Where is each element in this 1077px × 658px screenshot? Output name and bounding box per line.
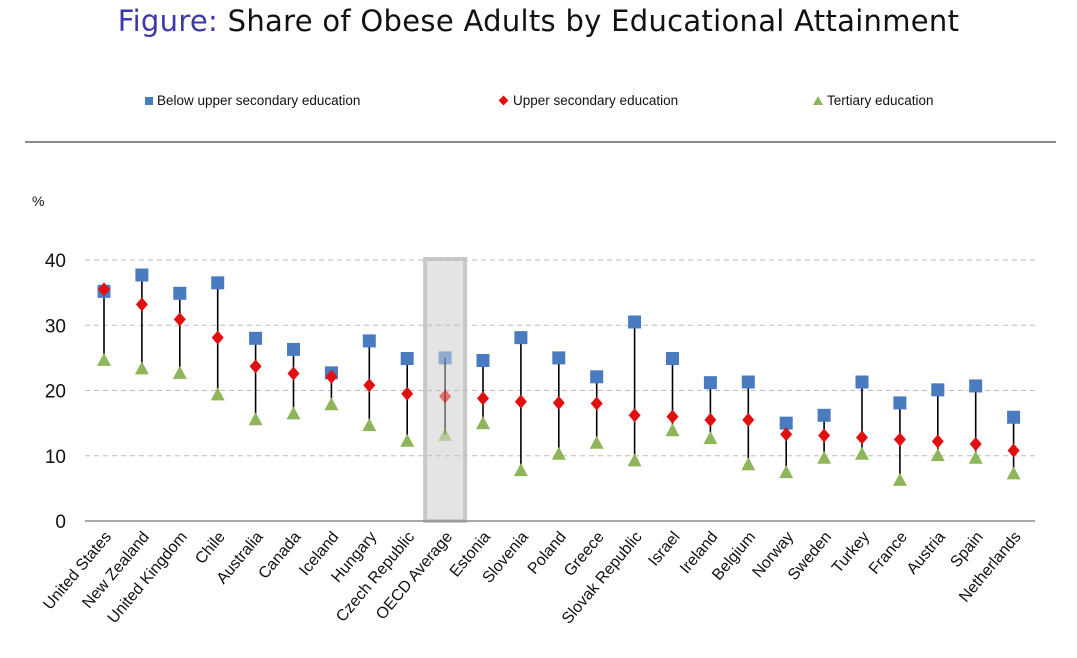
- tertiary-marker: [817, 450, 832, 464]
- x-category-label: France: [866, 529, 911, 578]
- y-tick-label: 0: [55, 512, 66, 533]
- y-tick-label: 20: [45, 382, 66, 403]
- upper-secondary-marker: [249, 359, 262, 374]
- below-upper-secondary-marker: [287, 342, 300, 356]
- below-upper-secondary-marker: [552, 351, 566, 365]
- tertiary-marker: [741, 457, 756, 471]
- legend-label: Tertiary education: [827, 93, 934, 108]
- below-upper-secondary-marker: [476, 353, 490, 367]
- tertiary-marker: [513, 463, 528, 477]
- upper-secondary-marker: [287, 366, 300, 381]
- upper-secondary-marker: [211, 330, 224, 345]
- legend-item-upper-secondary: Upper secondary education: [498, 93, 678, 108]
- below-upper-secondary-marker: [1007, 410, 1021, 424]
- tertiary-marker: [362, 418, 377, 432]
- upper-secondary-marker: [439, 389, 452, 404]
- tertiary-marker: [892, 472, 907, 486]
- upper-secondary-marker: [818, 428, 831, 443]
- tertiary-marker: [400, 433, 415, 447]
- below-upper-secondary-marker: [438, 351, 452, 365]
- upper-secondary-marker: [325, 369, 338, 384]
- upper-secondary-marker: [856, 430, 868, 445]
- upper-secondary-marker: [1007, 443, 1020, 458]
- title-text: Share of Obese Adults by Educational Att…: [227, 4, 960, 38]
- upper-secondary-marker: [628, 408, 641, 423]
- below-upper-secondary-marker: [173, 286, 187, 300]
- title-prefix: Figure:: [117, 4, 219, 38]
- below-upper-secondary-marker: [628, 315, 642, 329]
- below-upper-secondary-marker: [703, 376, 717, 390]
- legend-label: Upper secondary education: [513, 93, 679, 108]
- below-upper-secondary-marker: [249, 331, 263, 345]
- tertiary-marker: [172, 365, 187, 379]
- tertiary-marker: [968, 450, 983, 464]
- below-upper-secondary-marker: [817, 408, 831, 422]
- y-tick-label: 30: [45, 316, 66, 337]
- upper-secondary-marker: [590, 396, 603, 411]
- below-upper-secondary-marker: [514, 331, 528, 345]
- tertiary-marker: [855, 446, 869, 460]
- tertiary-marker: [134, 361, 149, 375]
- legend-item-tertiary: Tertiary education: [813, 93, 934, 108]
- x-category-label: Chile: [192, 529, 229, 568]
- below-upper-secondary-marker: [211, 276, 225, 290]
- tertiary-marker: [97, 352, 111, 366]
- tertiary-marker: [476, 416, 490, 430]
- x-category-label: Austria: [904, 529, 949, 578]
- legend-item-below-upper-secondary: Below upper secondary education: [145, 93, 360, 108]
- tertiary-marker: [248, 412, 263, 426]
- below-upper-secondary-marker: [362, 334, 376, 348]
- tertiary-marker: [779, 465, 794, 479]
- upper-secondary-marker: [98, 282, 110, 297]
- legend-label: Below upper secondary education: [157, 93, 361, 108]
- upper-secondary-marker: [173, 312, 186, 327]
- upper-secondary-marker: [780, 427, 793, 442]
- upper-secondary-marker: [363, 378, 376, 393]
- tertiary-marker: [930, 448, 945, 462]
- legend-square-marker: [145, 96, 153, 105]
- x-category-label: Turkey: [829, 529, 873, 577]
- tertiary-marker: [665, 423, 680, 437]
- tertiary-marker: [703, 431, 718, 445]
- tertiary-marker: [589, 435, 604, 449]
- legend-triangle-marker: [813, 96, 823, 105]
- upper-secondary-marker: [666, 409, 679, 424]
- upper-secondary-marker: [931, 434, 944, 449]
- tertiary-marker: [627, 453, 642, 467]
- below-upper-secondary-marker: [969, 379, 983, 393]
- y-axis-unit-label: %: [32, 193, 45, 209]
- upper-secondary-marker: [704, 412, 717, 427]
- x-category-label: Israel: [645, 529, 683, 570]
- below-upper-secondary-marker: [741, 375, 755, 389]
- upper-secondary-marker: [969, 437, 982, 452]
- y-tick-label: 10: [45, 447, 66, 468]
- tertiary-marker: [551, 446, 566, 460]
- header-divider: [25, 141, 1056, 143]
- upper-secondary-marker: [742, 412, 755, 427]
- below-upper-secondary-marker: [893, 396, 907, 410]
- below-upper-secondary-marker: [855, 375, 869, 389]
- below-upper-secondary-marker: [931, 383, 945, 397]
- below-upper-secondary-marker: [590, 370, 604, 384]
- upper-secondary-marker: [477, 391, 489, 406]
- tertiary-marker: [438, 427, 453, 441]
- upper-secondary-marker: [552, 395, 565, 410]
- y-tick-label: 40: [45, 251, 66, 272]
- tertiary-marker: [324, 397, 339, 411]
- below-upper-secondary-marker: [400, 352, 414, 366]
- upper-secondary-marker: [514, 394, 527, 409]
- tertiary-marker: [210, 387, 225, 401]
- tertiary-marker: [1006, 466, 1021, 480]
- chart-title: Figure: Share of Obese Adults by Educati…: [0, 4, 1077, 38]
- below-upper-secondary-marker: [779, 416, 793, 430]
- upper-secondary-marker: [893, 432, 906, 447]
- upper-secondary-marker: [135, 297, 148, 312]
- upper-secondary-marker: [401, 386, 414, 401]
- below-upper-secondary-marker: [135, 268, 149, 282]
- below-upper-secondary-marker: [666, 352, 679, 366]
- tertiary-marker: [286, 406, 301, 420]
